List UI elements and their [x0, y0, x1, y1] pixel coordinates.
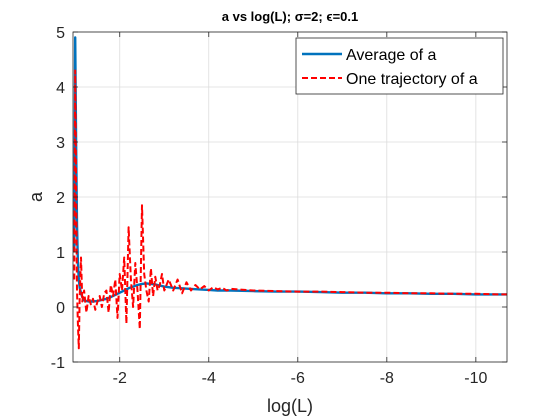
y-tick-label: 3	[56, 135, 65, 152]
series-layer	[73, 36, 507, 350]
tick-marks	[73, 31, 507, 363]
y-tick-label: 0	[56, 300, 65, 317]
x-tick-label: -10	[464, 370, 487, 387]
y-tick-label: 1	[56, 245, 65, 262]
chart-title: a vs log(L); σ=2; ϵ=0.1	[222, 9, 359, 24]
y-tick-label: 5	[56, 25, 65, 42]
x-tick-label: -8	[380, 370, 394, 387]
y-tick-label: 4	[56, 80, 65, 97]
x-axis-label: log(L)	[267, 396, 313, 416]
legend: Average of a One trajectory of a	[295, 37, 504, 95]
y-axis-label: a	[26, 191, 46, 202]
y-tick-label: -1	[51, 355, 65, 372]
x-tick-label: -4	[202, 370, 216, 387]
legend-box	[295, 37, 504, 95]
x-tick-label: -6	[291, 370, 305, 387]
legend-label-trajectory: One trajectory of a	[346, 71, 478, 88]
series-line-trajectory	[73, 69, 507, 350]
y-tick-label: 2	[56, 190, 65, 207]
legend-label-average: Average of a	[346, 47, 437, 64]
x-tick-label: -2	[113, 370, 127, 387]
